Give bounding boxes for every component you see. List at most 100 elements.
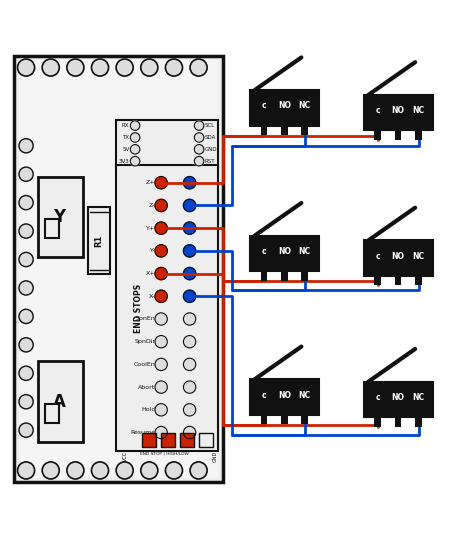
Text: c: c — [262, 247, 266, 256]
Text: Y+: Y+ — [146, 225, 155, 231]
Circle shape — [155, 313, 167, 325]
Text: END STOPS: END STOPS — [135, 284, 143, 332]
Text: NO: NO — [278, 102, 291, 110]
Circle shape — [183, 222, 196, 235]
Text: Y-: Y- — [150, 249, 155, 253]
Bar — [395, 275, 401, 285]
Text: Abort: Abort — [138, 385, 155, 390]
Text: NC: NC — [412, 252, 425, 261]
Circle shape — [190, 462, 207, 479]
Circle shape — [19, 139, 33, 153]
Text: c: c — [375, 393, 380, 402]
Bar — [250, 379, 319, 415]
Circle shape — [155, 427, 167, 438]
Circle shape — [165, 462, 182, 479]
Text: VCC: VCC — [123, 450, 128, 461]
Text: CoolEn: CoolEn — [134, 362, 155, 367]
Bar — [250, 90, 319, 125]
Bar — [301, 414, 308, 424]
Text: 3V3: 3V3 — [118, 159, 129, 164]
Circle shape — [183, 404, 196, 416]
Circle shape — [91, 59, 109, 76]
Text: NC: NC — [412, 106, 425, 115]
Bar — [281, 125, 288, 135]
Bar — [364, 95, 432, 130]
Circle shape — [183, 427, 196, 438]
Text: SpnEn: SpnEn — [136, 316, 155, 322]
Bar — [250, 236, 319, 271]
Bar — [415, 416, 422, 427]
Text: c: c — [262, 102, 266, 110]
Circle shape — [183, 358, 196, 371]
Bar — [261, 271, 267, 281]
Circle shape — [141, 59, 158, 76]
Text: Y: Y — [53, 208, 65, 226]
Circle shape — [67, 462, 84, 479]
Text: Z-: Z- — [149, 203, 155, 208]
Circle shape — [130, 145, 140, 154]
Bar — [38, 176, 83, 257]
Text: X+: X+ — [146, 271, 155, 276]
Text: 5V: 5V — [122, 147, 129, 152]
Bar — [281, 271, 288, 281]
Bar — [19, 60, 218, 478]
Circle shape — [194, 133, 204, 142]
Text: R1: R1 — [95, 235, 103, 247]
Text: NC: NC — [299, 102, 311, 110]
Circle shape — [155, 222, 167, 235]
Text: NO: NO — [392, 252, 405, 261]
Circle shape — [183, 313, 196, 325]
Circle shape — [116, 59, 133, 76]
Bar — [281, 414, 288, 424]
Circle shape — [67, 59, 84, 76]
Circle shape — [183, 245, 196, 257]
Circle shape — [19, 281, 33, 295]
Bar — [395, 416, 401, 427]
Circle shape — [91, 462, 109, 479]
Text: SDA: SDA — [205, 135, 216, 140]
Circle shape — [19, 366, 33, 380]
Circle shape — [155, 245, 167, 257]
Bar — [415, 130, 422, 140]
Circle shape — [42, 59, 59, 76]
Text: NO: NO — [392, 106, 405, 115]
Bar — [161, 433, 175, 447]
Text: X-: X- — [149, 294, 155, 299]
Text: Resume: Resume — [130, 430, 155, 435]
Circle shape — [155, 336, 167, 348]
Bar — [45, 219, 59, 238]
Circle shape — [19, 224, 33, 238]
Bar — [301, 125, 308, 135]
Circle shape — [155, 176, 167, 189]
Text: NC: NC — [299, 247, 311, 256]
Text: END STOP | HIGH/LOW: END STOP | HIGH/LOW — [140, 451, 189, 456]
Circle shape — [130, 133, 140, 142]
Circle shape — [19, 195, 33, 210]
Circle shape — [183, 176, 196, 189]
Text: NO: NO — [278, 247, 291, 256]
Circle shape — [183, 290, 196, 302]
Bar — [116, 119, 218, 167]
Bar — [374, 130, 381, 140]
Circle shape — [194, 157, 204, 166]
Bar — [180, 433, 194, 447]
Circle shape — [42, 462, 59, 479]
Text: SCL: SCL — [205, 123, 215, 128]
Circle shape — [19, 338, 33, 352]
Circle shape — [183, 381, 196, 393]
Circle shape — [155, 358, 167, 371]
Bar — [364, 240, 432, 276]
Text: NO: NO — [278, 391, 291, 400]
Circle shape — [155, 381, 167, 393]
Text: NC: NC — [299, 391, 311, 400]
Bar — [199, 433, 213, 447]
Text: SpnDir: SpnDir — [134, 339, 155, 344]
Text: c: c — [375, 106, 380, 115]
Text: NC: NC — [412, 393, 425, 402]
Circle shape — [116, 462, 133, 479]
Bar — [45, 404, 59, 423]
Bar — [395, 130, 401, 140]
Circle shape — [19, 252, 33, 267]
Bar — [374, 275, 381, 285]
Text: c: c — [375, 252, 380, 261]
